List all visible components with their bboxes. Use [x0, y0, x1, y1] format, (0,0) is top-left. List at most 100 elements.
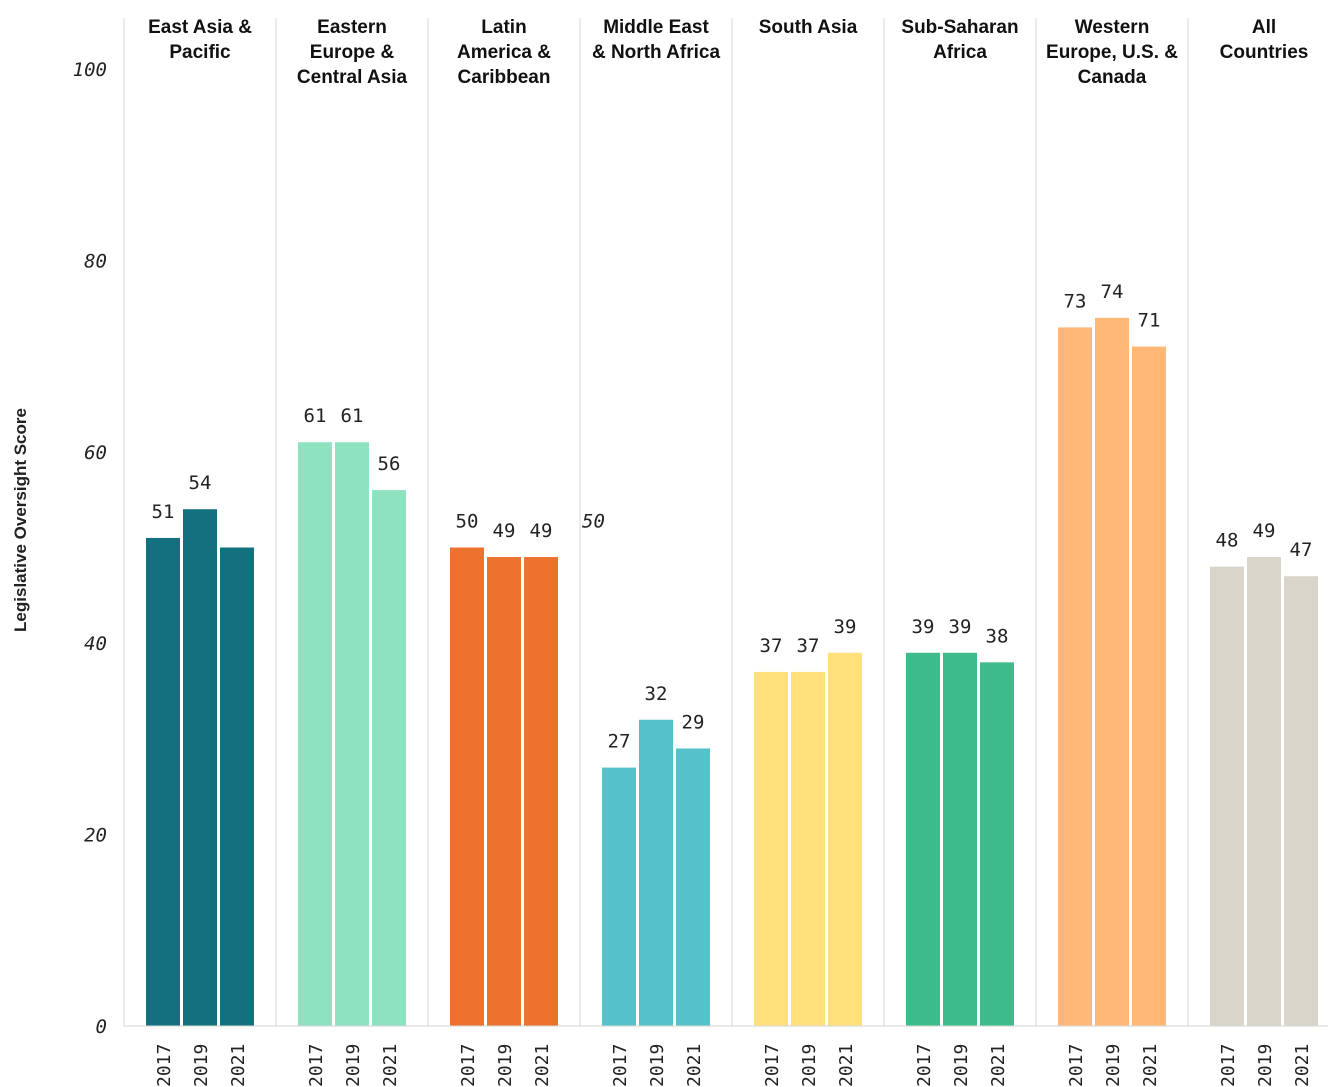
bar [676, 748, 710, 1026]
bar [1247, 557, 1281, 1026]
x-tick-label: 2019 [191, 1044, 212, 1087]
bar [980, 662, 1014, 1026]
y-tick-label: 60 [84, 442, 107, 464]
bar [1284, 576, 1318, 1026]
x-tick-label: 2021 [1140, 1044, 1161, 1087]
panel-title-line: Africa [933, 42, 987, 63]
panel-title-line: Western [1075, 17, 1150, 38]
x-tick-label: 2017 [762, 1044, 783, 1087]
bar [639, 719, 673, 1026]
annotation-label: 50 [582, 511, 605, 533]
y-tick-label: 0 [96, 1016, 107, 1038]
bar-value-label: 74 [1101, 281, 1124, 303]
bar [1095, 317, 1129, 1026]
bars [146, 317, 1318, 1027]
bar [183, 509, 217, 1027]
panel-title-line: Canada [1078, 67, 1147, 88]
x-tick-label: 2019 [647, 1044, 668, 1087]
panel-title-line: Europe, U.S. & [1046, 42, 1178, 63]
bar [791, 671, 825, 1026]
bar-value-label: 49 [493, 520, 516, 542]
panel-title: Latin America & Caribbean [457, 17, 551, 88]
bar [906, 652, 940, 1026]
panel-dividers [123, 18, 1189, 1026]
x-tick-label: 2019 [343, 1044, 364, 1087]
panel-title-line: South Asia [759, 17, 858, 38]
y-tick-label: 100 [73, 59, 107, 81]
panel-title: All Countries [1220, 17, 1309, 63]
panel-title-line: America & [457, 42, 551, 63]
bar-value-label: 61 [341, 405, 364, 427]
panel-title-line: Eastern [317, 17, 387, 38]
x-tick-label: 2017 [1218, 1044, 1239, 1087]
bar-value-label: 48 [1216, 530, 1239, 552]
bar [524, 557, 558, 1026]
bar-value-label: 71 [1138, 310, 1161, 332]
bar-value-label: 37 [760, 635, 783, 657]
panel-title-line: Countries [1220, 42, 1309, 63]
x-tick-labels: 2017 2019 2021 2017 2019 2021 2017 2019 2021 2017… [154, 1044, 1313, 1087]
bar-value-label: 51 [152, 501, 175, 523]
bar-value-label: 56 [378, 453, 401, 475]
panel-title-line: East Asia & [148, 17, 252, 38]
x-tick-label: 2019 [1103, 1044, 1124, 1087]
bar-value-label: 39 [834, 616, 857, 638]
y-axis: Legislative Oversight Score 0 20 40 60 80 100 [11, 59, 107, 1038]
bar-value-label: 49 [530, 520, 553, 542]
x-tick-label: 2017 [1066, 1044, 1087, 1087]
bar [1058, 327, 1092, 1026]
bar-value-label: 54 [189, 472, 212, 494]
y-tick-label: 40 [84, 633, 107, 655]
panel-title: East Asia & Pacific [148, 17, 252, 63]
bar [146, 537, 180, 1026]
x-tick-label: 2021 [1292, 1044, 1313, 1087]
panel-title: South Asia [759, 17, 858, 38]
panel-title-line: Caribbean [458, 67, 551, 88]
bar [450, 547, 484, 1026]
x-tick-label: 2021 [380, 1044, 401, 1087]
bar-value-label: 49 [1253, 520, 1276, 542]
x-tick-label: 2021 [988, 1044, 1009, 1087]
bar [943, 652, 977, 1026]
x-tick-label: 2021 [836, 1044, 857, 1087]
y-axis-title: Legislative Oversight Score [11, 408, 30, 632]
bar-value-label: 39 [949, 616, 972, 638]
x-tick-label: 2021 [532, 1044, 553, 1087]
bar [335, 442, 369, 1027]
x-tick-label: 2019 [1255, 1044, 1276, 1087]
panel-title-line: Latin [481, 17, 526, 38]
panel-title: Western Europe, U.S. & Canada [1046, 17, 1178, 88]
panel-titles: East Asia & Pacific Eastern Europe & Central… [148, 17, 1308, 88]
x-tick-label: 2019 [495, 1044, 516, 1087]
panel-title-line: Middle East [603, 17, 709, 38]
x-tick-label: 2021 [228, 1044, 249, 1087]
panel-title-line: All [1252, 17, 1276, 38]
bar-value-label: 32 [645, 683, 668, 705]
bar [372, 490, 406, 1027]
panel-title-line: & North Africa [592, 42, 721, 63]
bar-value-label: 38 [986, 625, 1009, 647]
x-tick-label: 2019 [951, 1044, 972, 1087]
y-tick-label: 80 [84, 250, 107, 272]
bar [1210, 566, 1244, 1026]
x-tick-label: 2017 [306, 1044, 327, 1087]
bar-value-label: 61 [304, 405, 327, 427]
x-tick-label: 2021 [684, 1044, 705, 1087]
bar [298, 442, 332, 1027]
bar-value-label: 37 [797, 635, 820, 657]
bar-value-label: 39 [912, 616, 935, 638]
x-tick-label: 2019 [799, 1044, 820, 1087]
bar [487, 557, 521, 1026]
x-tick-label: 2017 [154, 1044, 175, 1087]
bar-value-label: 27 [608, 731, 631, 753]
x-tick-label: 2017 [914, 1044, 935, 1087]
panel-title-line: Europe & [310, 42, 395, 63]
panel-title-line: Pacific [169, 42, 231, 63]
panel-title-line: Sub-Saharan [901, 17, 1018, 38]
panel-title: Sub-Saharan Africa [901, 17, 1018, 63]
data-labels: 51 54 61 61 56 50 49 49 27 32 29 37 37 39 39 39 38 73 74 71… [152, 281, 1313, 753]
bar-value-label: 50 [456, 511, 479, 533]
x-tick-label: 2017 [610, 1044, 631, 1087]
bar [828, 652, 862, 1026]
